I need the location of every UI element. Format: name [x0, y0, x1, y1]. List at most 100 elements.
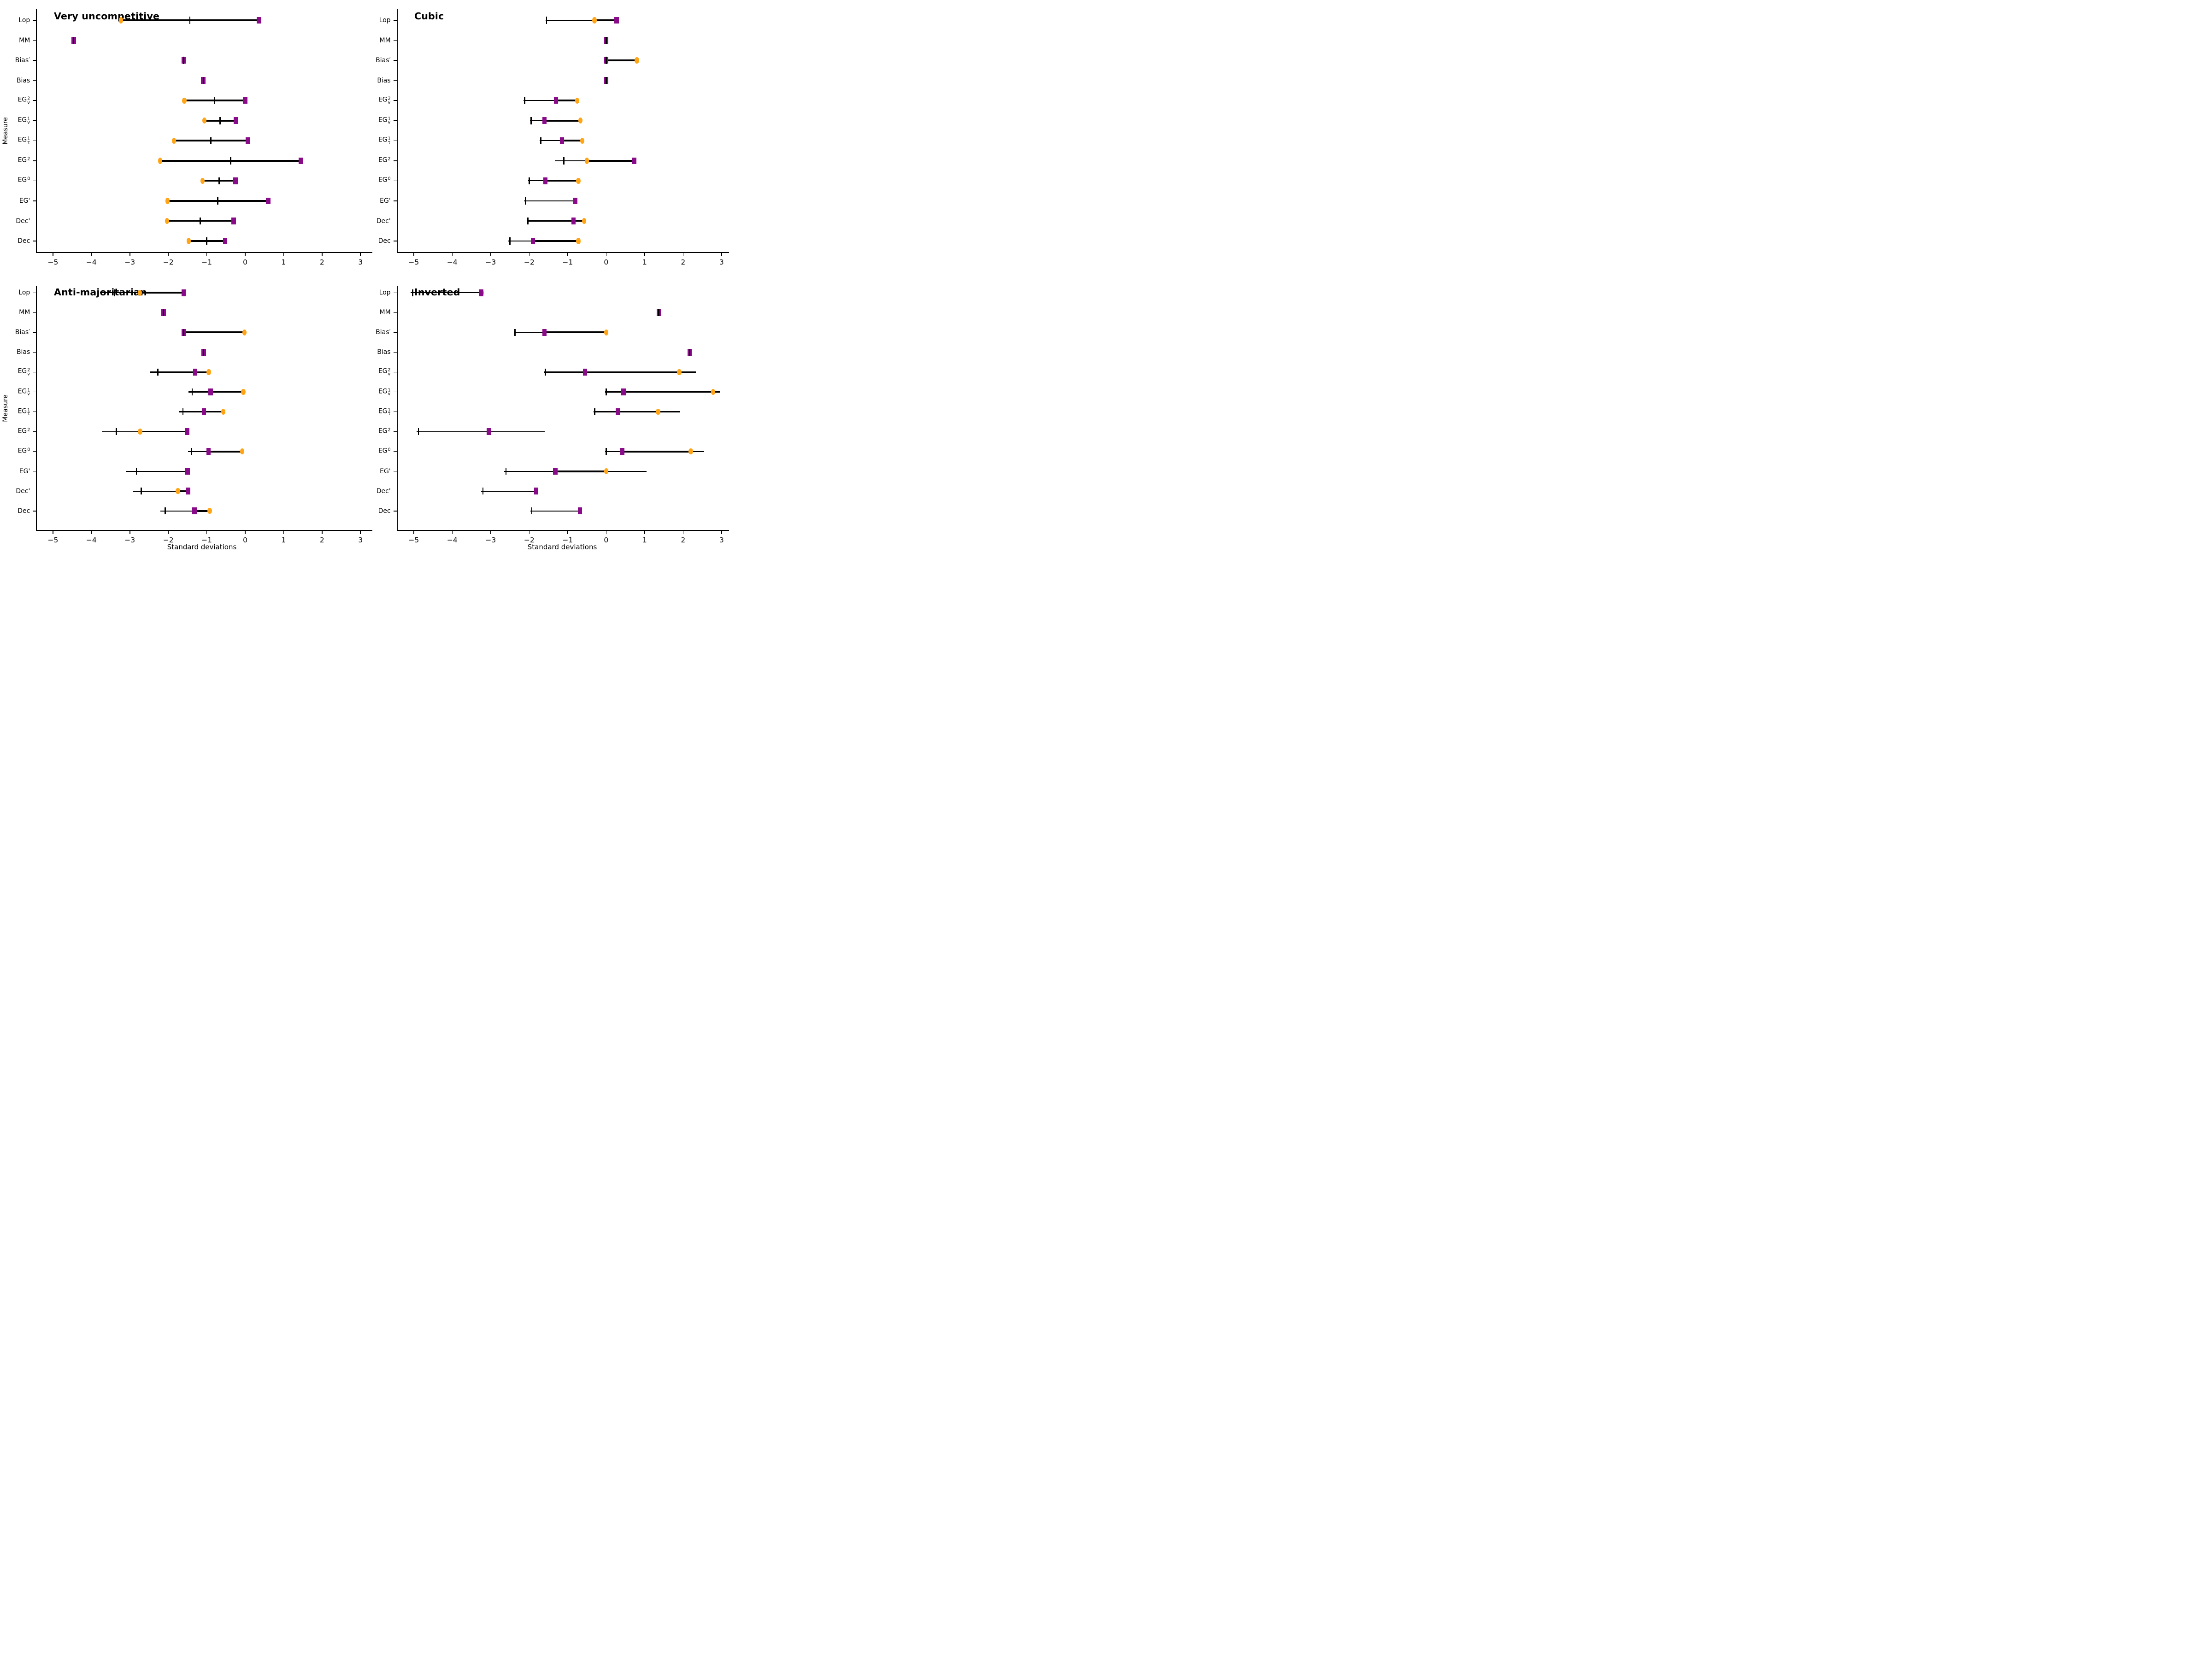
- y-tick-label: Dec: [378, 237, 391, 245]
- square-marker: [554, 97, 559, 104]
- x-tick-label: 1: [281, 536, 286, 544]
- center-tick-mark: [230, 157, 231, 165]
- center-tick-mark: [114, 289, 115, 297]
- error-range-line: [523, 100, 577, 101]
- y-tick-mark: [33, 471, 36, 472]
- x-tick-label: −3: [124, 258, 135, 266]
- marker-span-line: [556, 100, 577, 102]
- x-tick-mark: [721, 253, 722, 256]
- y-tick-mark: [33, 352, 36, 353]
- y-tick-label: EG 2 v: [18, 367, 30, 377]
- y-tick-mark: [393, 180, 397, 182]
- x-tick-label: 3: [358, 536, 363, 544]
- y-tick-label: Bias′: [15, 57, 30, 65]
- circle-marker: [202, 118, 207, 124]
- x-tick-label: −1: [201, 536, 212, 544]
- square-marker: [530, 237, 535, 245]
- square-marker: [553, 468, 558, 475]
- y-tick-label: Dec': [16, 487, 30, 495]
- x-tick-mark: [529, 253, 530, 256]
- square-marker: [621, 388, 626, 395]
- marker-span-line: [194, 510, 210, 512]
- x-tick-mark: [490, 531, 491, 535]
- marker-span-line: [555, 470, 606, 472]
- x-axis-line: [36, 530, 372, 531]
- circle-marker: [711, 388, 716, 395]
- y-tick-mark: [393, 100, 397, 101]
- square-marker: [257, 17, 261, 24]
- panel-title: Anti-majoritarian: [54, 287, 147, 298]
- y-tick-mark: [393, 490, 397, 492]
- x-tick-label: −1: [201, 258, 212, 266]
- square-marker: [223, 237, 228, 245]
- x-tick-mark: [360, 253, 361, 256]
- center-tick-mark: [509, 237, 511, 245]
- y-tick-label: Dec: [18, 237, 30, 245]
- marker-span-line: [622, 450, 691, 453]
- marker-span-line: [585, 371, 679, 373]
- center-tick-mark: [191, 388, 193, 396]
- panel-title: Inverted: [414, 287, 460, 298]
- center-tick-mark: [531, 507, 533, 515]
- square-marker: [479, 289, 484, 296]
- center-tick-mark: [218, 177, 220, 185]
- x-tick-mark: [168, 531, 169, 535]
- x-tick-mark: [682, 253, 684, 256]
- center-tick-mark: [165, 507, 166, 515]
- y-tick-label: Dec: [378, 507, 391, 515]
- y-axis-spine: [36, 9, 37, 253]
- panel-anti-majoritarian: −5 −4 −3 −2 −1 0 1 2 3 Lop MM Bias′ Bias EG 2 v EG 1 v EG 1 τ…: [0, 0, 737, 553]
- circle-marker: [206, 369, 211, 376]
- x-tick-mark: [168, 253, 169, 256]
- center-tick-mark: [418, 428, 419, 435]
- x-tick-label: −5: [47, 258, 59, 266]
- x-tick-mark: [452, 531, 453, 535]
- y-tick-label: EG 1 τ: [18, 136, 30, 146]
- x-tick-mark: [721, 531, 722, 535]
- y-tick-label: EG 0: [358, 447, 391, 456]
- square-marker: [620, 448, 625, 455]
- y-axis-spine: [396, 9, 398, 253]
- y-tick-label: Lop: [379, 289, 391, 297]
- y-tick-mark: [33, 220, 36, 222]
- label-supsub: 0: [388, 176, 391, 182]
- y-tick-label: MM: [19, 36, 30, 44]
- y-tick-mark: [33, 160, 36, 161]
- circle-marker: [241, 388, 246, 395]
- y-tick-mark: [33, 431, 36, 432]
- center-tick-mark: [182, 408, 184, 416]
- x-tick-mark: [567, 531, 568, 535]
- circle-marker: [635, 57, 639, 64]
- circle-marker: [176, 488, 180, 494]
- y-tick-label: Lop: [379, 17, 391, 24]
- x-tick-mark: [644, 531, 645, 535]
- center-tick-mark: [606, 57, 607, 64]
- y-tick-mark: [393, 471, 397, 472]
- center-tick-mark: [658, 309, 659, 317]
- circle-marker: [137, 289, 142, 296]
- center-tick-mark: [163, 309, 165, 317]
- x-tick-mark: [413, 531, 414, 535]
- square-marker: [582, 369, 588, 376]
- x-tick-label: −4: [86, 258, 97, 266]
- center-tick-mark: [202, 76, 204, 84]
- panel-title: Cubic: [414, 11, 444, 22]
- y-tick-mark: [33, 180, 36, 182]
- x-tick-label: −2: [163, 258, 174, 266]
- center-tick-mark: [527, 217, 529, 225]
- y-tick-label: EG 1 τ: [18, 407, 30, 417]
- y-tick-mark: [393, 160, 397, 161]
- x-tick-label: 1: [642, 258, 647, 266]
- label-supsub: 2: [388, 427, 391, 433]
- error-range-line: [126, 471, 188, 472]
- error-range-line: [150, 371, 209, 373]
- circle-marker: [677, 369, 682, 376]
- x-tick-mark: [206, 531, 207, 535]
- marker-span-line: [573, 220, 584, 222]
- square-marker: [231, 218, 236, 224]
- circle-marker: [576, 177, 581, 184]
